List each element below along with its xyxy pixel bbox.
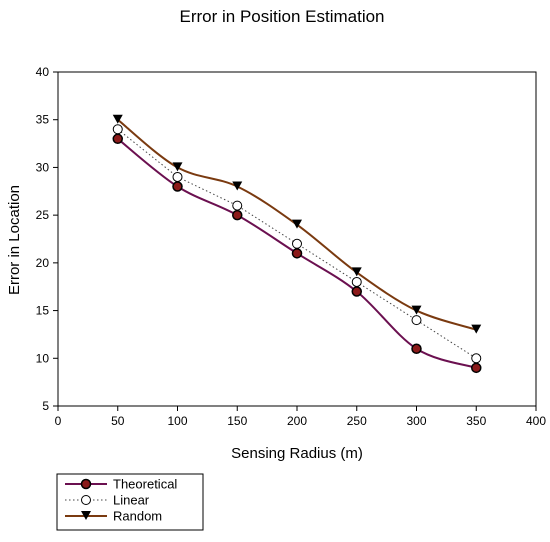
x-tick-label: 250 xyxy=(347,414,367,428)
data-point xyxy=(351,267,362,277)
data-point xyxy=(112,114,123,124)
data-point xyxy=(172,162,183,172)
data-point xyxy=(411,315,422,326)
x-axis-ticks: 0 50 100 150 200 250 300 350 400 xyxy=(55,406,546,428)
y-tick-label: 5 xyxy=(42,399,49,413)
series-theoretical xyxy=(112,133,482,374)
y-axis-ticks: 5 10 15 20 25 30 35 40 xyxy=(36,65,58,413)
data-point xyxy=(351,276,362,287)
y-tick-label: 30 xyxy=(36,160,50,174)
data-point xyxy=(471,324,482,334)
x-tick-label: 100 xyxy=(167,414,187,428)
y-tick-label: 10 xyxy=(36,351,50,365)
series-linear xyxy=(112,124,482,364)
data-point xyxy=(291,248,303,259)
data-point xyxy=(232,209,243,221)
y-tick-label: 20 xyxy=(36,256,50,270)
legend-swatch-marker xyxy=(81,511,91,520)
series-layer xyxy=(112,114,482,374)
y-tick-label: 35 xyxy=(36,113,50,127)
legend-swatch-marker xyxy=(80,478,92,490)
legend-label: Theoretical xyxy=(113,477,177,492)
data-point xyxy=(292,219,302,229)
legend-label: Linear xyxy=(113,493,150,508)
data-point xyxy=(232,200,243,211)
x-tick-label: 50 xyxy=(111,414,125,428)
x-tick-label: 350 xyxy=(466,414,486,428)
x-axis-label: Sensing Radius (m) xyxy=(231,445,363,462)
data-point xyxy=(112,133,123,145)
legend-item-theoretical: Theoretical xyxy=(65,477,177,492)
data-point xyxy=(292,238,302,249)
x-tick-label: 200 xyxy=(287,414,307,428)
y-tick-label: 15 xyxy=(36,304,50,318)
data-point xyxy=(411,343,422,354)
data-point xyxy=(351,286,362,297)
x-tick-label: 150 xyxy=(227,414,247,428)
y-tick-label: 40 xyxy=(36,65,50,79)
legend-swatch-marker xyxy=(81,495,91,505)
data-point xyxy=(232,181,243,191)
x-tick-label: 0 xyxy=(55,414,62,428)
x-tick-label: 400 xyxy=(526,414,546,428)
data-point xyxy=(471,353,482,364)
y-tick-label: 25 xyxy=(36,208,50,222)
chart-title: Error in Position Estimation xyxy=(179,7,384,26)
legend-item-random: Random xyxy=(65,509,162,524)
data-point xyxy=(411,305,422,315)
x-tick-label: 300 xyxy=(406,414,426,428)
y-axis-label: Error in Location xyxy=(6,185,23,295)
data-point xyxy=(172,171,183,182)
data-point xyxy=(172,181,183,192)
series-random xyxy=(112,114,482,334)
legend-label: Random xyxy=(113,509,162,524)
data-point xyxy=(471,362,482,374)
data-point xyxy=(112,124,123,135)
legend-item-linear: Linear xyxy=(65,493,150,508)
